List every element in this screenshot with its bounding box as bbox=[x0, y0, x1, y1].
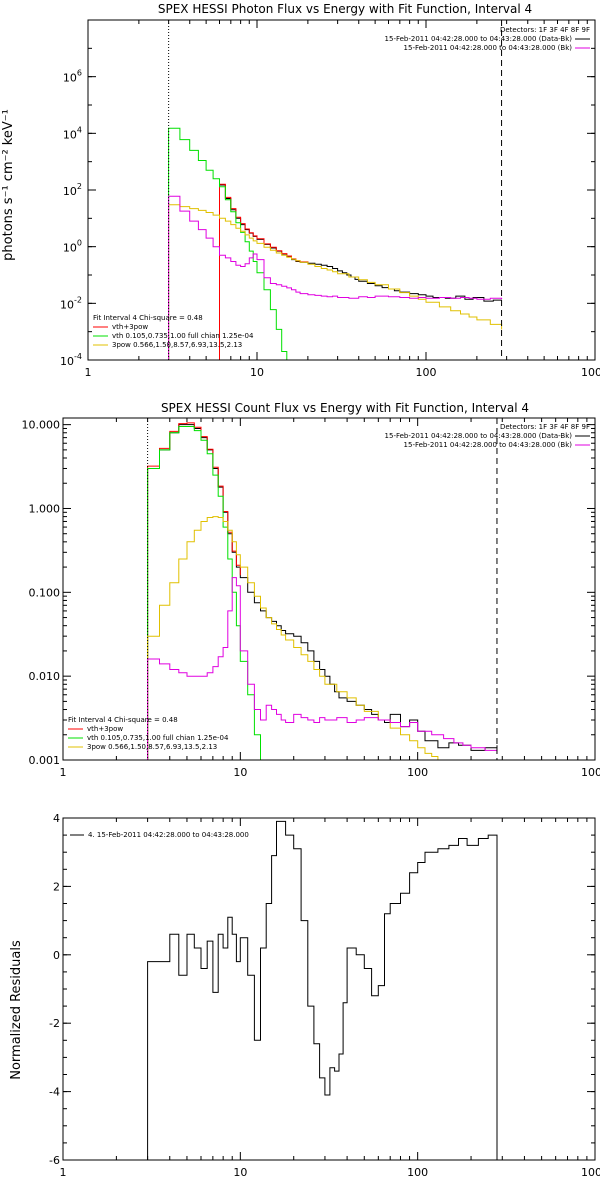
legend-pow: 3pow 0.566,1.50,8.57,6.93,13.5,2.13 bbox=[87, 743, 217, 751]
photon-flux-panel: SPEX HESSI Photon Flux vs Energy with Fi… bbox=[1, 2, 600, 379]
x-tick-label: 100 bbox=[416, 366, 437, 379]
legend-fit-header: Fit Interval 4 Chi-square = 0.48 bbox=[93, 314, 203, 322]
series-line-2 bbox=[168, 127, 288, 360]
series-line-4 bbox=[147, 577, 498, 760]
y-tick-label: 1.000 bbox=[29, 502, 61, 515]
y-tick-label: 10-2 bbox=[60, 295, 82, 311]
y-tick-label: 10.000 bbox=[22, 419, 61, 432]
legend-fit-header: Fit Interval 4 Chi-square = 0.48 bbox=[68, 716, 178, 724]
series-line-3 bbox=[147, 516, 439, 760]
y-tick-label: 4 bbox=[53, 812, 60, 825]
y-tick-label: 0 bbox=[53, 949, 60, 962]
y-tick-label: -6 bbox=[49, 1154, 60, 1167]
legend-detectors: Detectors: 1F 3F 4F 8F 9F bbox=[500, 26, 590, 34]
y-tick-label: 100 bbox=[63, 239, 82, 255]
y-tick-label: 10-4 bbox=[60, 352, 82, 368]
x-tick-label: 10 bbox=[250, 366, 264, 379]
legend-data-interval: 15-Feb-2011 04:42:28.000 to 04:43:28.000… bbox=[385, 35, 573, 43]
series-line-3 bbox=[168, 204, 503, 360]
x-tick-label: 100 bbox=[407, 766, 428, 779]
y-tick-label: 0.100 bbox=[29, 586, 61, 599]
panel-title: SPEX HESSI Count Flux vs Energy with Fit… bbox=[161, 401, 529, 415]
legend-bk-interval: 15-Feb-2011 04:42:28.000 to 04:43:28.000… bbox=[404, 44, 573, 52]
y-tick-exponent: 0 bbox=[77, 239, 82, 248]
series-line-4 bbox=[168, 195, 503, 360]
y-tick-label: 0.001 bbox=[29, 754, 61, 767]
legend-bk-interval: 15-Feb-2011 04:42:28.000 to 04:43:28.000… bbox=[404, 441, 573, 449]
y-tick-label: 106 bbox=[63, 69, 82, 85]
count-flux-panel: SPEX HESSI Count Flux vs Energy with Fit… bbox=[22, 401, 600, 779]
y-tick-label: -2 bbox=[49, 1017, 60, 1030]
series-line-1 bbox=[147, 422, 241, 760]
y-tick-label: 102 bbox=[63, 182, 82, 198]
y-axis-label: Normalized Residuals bbox=[9, 940, 24, 1080]
plot-frame bbox=[87, 19, 596, 361]
x-tick-label: 100 bbox=[407, 1166, 428, 1179]
legend-model: vth+3pow bbox=[112, 323, 148, 331]
plot-frame bbox=[62, 817, 596, 1161]
legend-pow: 3pow 0.566,1.50,8.57,6.93,13.5,2.13 bbox=[112, 341, 242, 349]
y-tick-exponent: 4 bbox=[77, 125, 82, 134]
legend-detectors: Detectors: 1F 3F 4F 8F 9F bbox=[500, 423, 590, 431]
y-tick-label: 0.010 bbox=[29, 670, 61, 683]
y-axis-label: photons s⁻¹ cm⁻² keV⁻¹ bbox=[1, 109, 16, 261]
series-line-0 bbox=[147, 424, 498, 760]
x-tick-label: 1 bbox=[60, 766, 67, 779]
legend-model: vth+3pow bbox=[87, 725, 123, 733]
x-tick-label: 1 bbox=[60, 1166, 67, 1179]
y-tick-exponent: -4 bbox=[74, 352, 82, 361]
y-tick-exponent: 6 bbox=[77, 69, 82, 78]
y-tick-exponent: -2 bbox=[74, 295, 82, 304]
series-line-2 bbox=[147, 426, 267, 760]
legend-vth: vth 0.105,0.735,1.00 full chian 1.25e-04 bbox=[87, 734, 229, 742]
legend-residual-interval: 4. 15-Feb-2011 04:42:28.000 to 04:43:28.… bbox=[88, 831, 249, 839]
x-tick-label: 10 bbox=[233, 766, 247, 779]
series-line-0 bbox=[147, 820, 498, 1160]
y-tick-label: 104 bbox=[63, 125, 82, 141]
plot-frame bbox=[62, 417, 596, 761]
x-tick-label: 10 bbox=[233, 1166, 247, 1179]
y-tick-label: -4 bbox=[49, 1086, 60, 1099]
x-tick-label: 1 bbox=[85, 366, 92, 379]
panel-title: SPEX HESSI Photon Flux vs Energy with Fi… bbox=[158, 2, 532, 16]
y-tick-exponent: 2 bbox=[77, 182, 82, 191]
legend-data-interval: 15-Feb-2011 04:42:28.000 to 04:43:28.000… bbox=[385, 432, 573, 440]
legend-vth: vth 0.105,0.735,1.00 full chian 1.25e-04 bbox=[112, 332, 254, 340]
y-tick-label: 2 bbox=[53, 880, 60, 893]
